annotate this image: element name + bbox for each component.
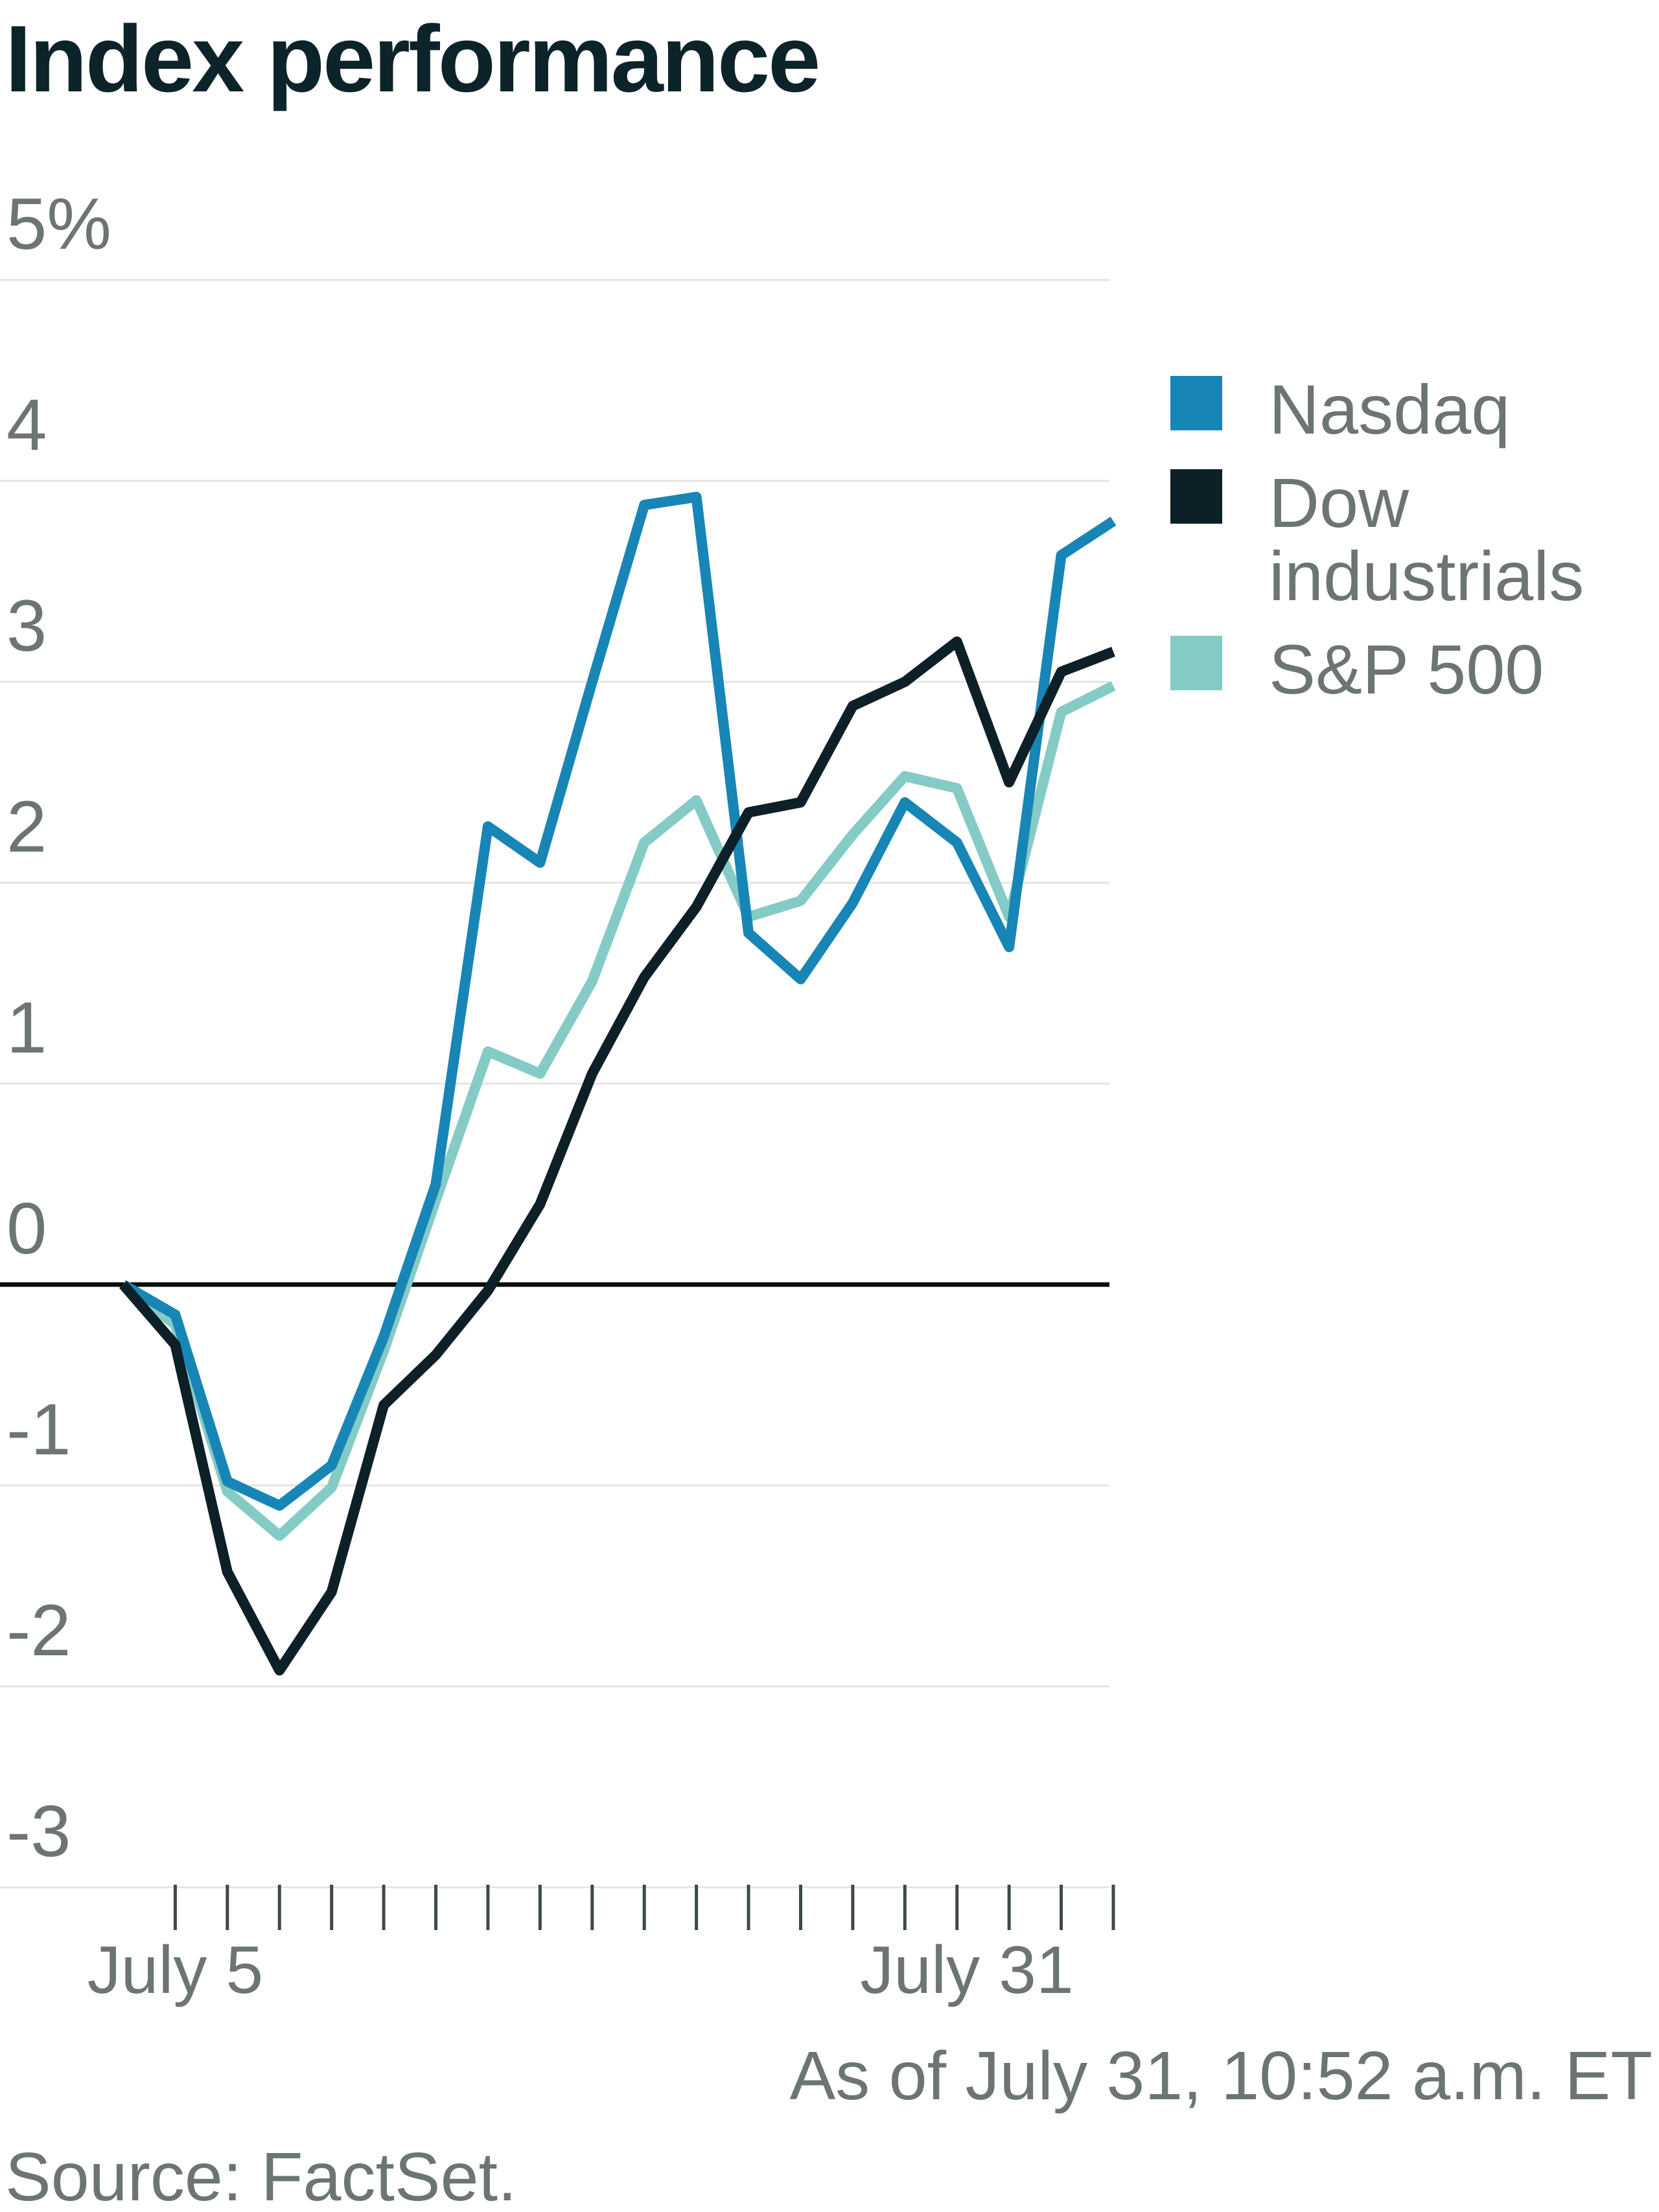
chart-title: Index performance xyxy=(5,6,820,111)
y-axis-label: 1 xyxy=(6,987,47,1068)
y-axis-label: -1 xyxy=(6,1389,71,1470)
series-line-s-p-500 xyxy=(120,681,1116,1541)
legend-swatch-dow xyxy=(1170,469,1222,524)
footnote-as-of: As of July 31, 10:52 a.m. ET xyxy=(789,2038,1653,2114)
footnote-source: Source: FactSet. xyxy=(5,2139,517,2212)
legend-item-sp500: S&P 500 xyxy=(1170,633,1640,706)
legend-swatch-sp500 xyxy=(1170,635,1222,690)
series-line-nasdaq xyxy=(120,491,1117,1511)
y-axis-label: 5% xyxy=(6,183,111,264)
legend-label-dow: Dow industrials xyxy=(1269,463,1584,615)
y-axis-label: 4 xyxy=(6,384,47,465)
x-axis-label-july-5: July 5 xyxy=(87,1933,264,2008)
y-axis-label: 0 xyxy=(6,1188,47,1269)
y-axis-label: 3 xyxy=(6,585,47,666)
x-axis-label-july-31: July 31 xyxy=(860,1933,1074,2008)
series-lines xyxy=(119,491,1117,1676)
legend-label-sp500: S&P 500 xyxy=(1269,629,1544,708)
legend-swatch-nasdaq xyxy=(1170,376,1222,430)
gridlines xyxy=(0,279,1109,1889)
legend-item-nasdaq: Nasdaq xyxy=(1170,373,1640,446)
legend-label-nasdaq: Nasdaq xyxy=(1269,370,1511,448)
legend: Nasdaq Dow industrials S&P 500 xyxy=(1170,373,1640,727)
y-axis-label: 2 xyxy=(6,786,47,867)
y-axis-label: -2 xyxy=(6,1590,71,1671)
legend-item-dow: Dow industrials xyxy=(1170,467,1640,612)
series-line-dow-industrials xyxy=(119,636,1115,1676)
x-axis-ticks xyxy=(173,1885,1115,1930)
y-axis-label: -3 xyxy=(6,1791,71,1872)
